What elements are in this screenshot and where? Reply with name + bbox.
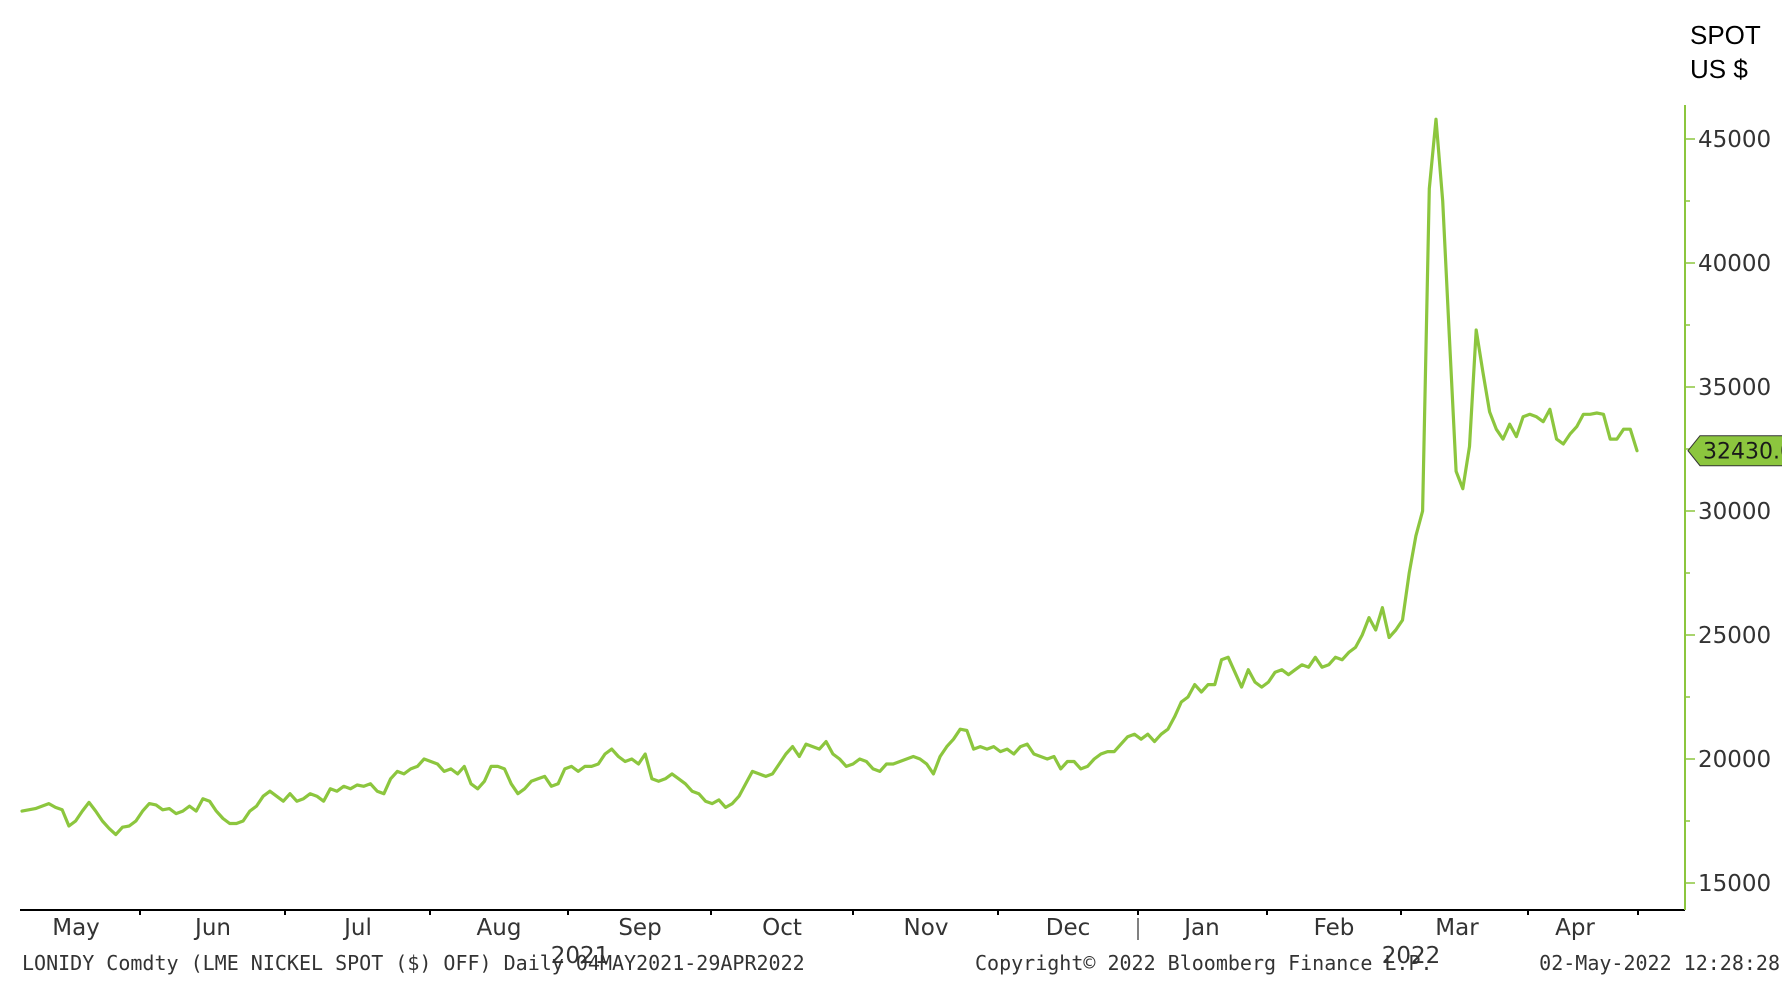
y-tick-label: 35000: [1698, 375, 1771, 401]
x-month-label: Apr: [1555, 915, 1595, 941]
x-month-label: Jul: [342, 915, 372, 941]
y-tick-label: 45000: [1698, 127, 1771, 153]
y-tick-label: 20000: [1698, 747, 1771, 773]
x-year-label: 2022: [1382, 943, 1441, 969]
x-month-label: Feb: [1314, 915, 1355, 941]
last-value-badge-shape: [1687, 435, 1782, 467]
tick-marks: [139, 138, 1695, 940]
x-year-label: 2021: [551, 943, 610, 969]
y-tick-label: 30000: [1698, 499, 1771, 525]
x-month-label: Jun: [193, 915, 231, 941]
y-tick-label: 40000: [1698, 251, 1771, 277]
footer-timestamp: 02-May-2022 12:28:28: [1539, 951, 1780, 975]
last-value-label: 32430.00: [1703, 440, 1782, 465]
footer-security: LONIDY Comdty (LME NICKEL SPOT ($) OFF) …: [22, 951, 805, 975]
x-month-label: Nov: [904, 915, 949, 941]
y-unit-label-line1: SPOT: [1690, 20, 1761, 50]
series-line: [20, 117, 1639, 837]
last-value-badge: 32430.00: [1687, 435, 1782, 467]
x-month-label: Jan: [1182, 915, 1219, 941]
tick-labels: 15000 20000 25000 30000 35000 40000 45000 May Ju…: [52, 127, 1771, 969]
x-month-label: Aug: [477, 915, 522, 941]
x-month-label: Sep: [618, 915, 661, 941]
x-month-label: May: [52, 915, 100, 941]
x-month-label: Dec: [1046, 915, 1091, 941]
y-unit-label-line2: US $: [1690, 54, 1748, 84]
footer-copyright: Copyright© 2022 Bloomberg Finance L.P.: [975, 951, 1433, 975]
x-month-label: Mar: [1435, 915, 1479, 941]
y-tick-label: 15000: [1698, 871, 1771, 897]
series-lines: [20, 117, 1639, 837]
x-month-label: Oct: [762, 915, 802, 941]
y-tick-label: 25000: [1698, 623, 1771, 649]
axes: [20, 105, 1686, 911]
y-unit-label: SPOT US $: [1690, 18, 1761, 86]
